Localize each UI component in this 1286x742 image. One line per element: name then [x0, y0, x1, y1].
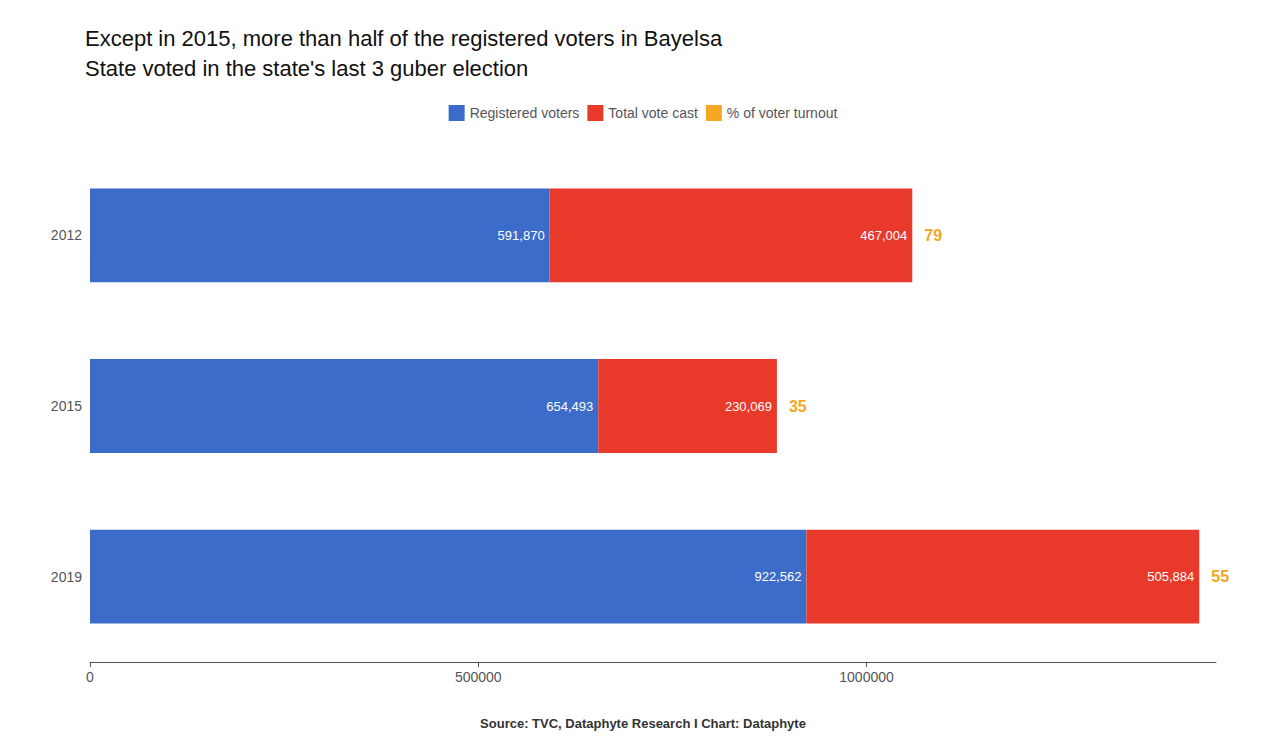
svg-text:79: 79 — [924, 227, 942, 244]
svg-text:% of voter turnout: % of voter turnout — [727, 105, 838, 121]
svg-text:500000: 500000 — [455, 669, 502, 685]
svg-text:591,870: 591,870 — [498, 228, 545, 243]
svg-text:505,884: 505,884 — [1147, 569, 1194, 584]
svg-text:0: 0 — [86, 669, 94, 685]
svg-text:2019: 2019 — [51, 569, 82, 585]
svg-text:922,562: 922,562 — [754, 569, 801, 584]
svg-text:467,004: 467,004 — [860, 228, 907, 243]
svg-text:1000000: 1000000 — [839, 669, 894, 685]
svg-text:55: 55 — [1211, 568, 1229, 585]
svg-text:Except in 2015, more than half: Except in 2015, more than half of the re… — [85, 26, 723, 51]
svg-text:Total vote cast: Total vote cast — [608, 105, 698, 121]
svg-text:Registered voters: Registered voters — [470, 105, 580, 121]
svg-text:State voted in the state's las: State voted in the state's last 3 guber … — [85, 56, 528, 81]
svg-text:2015: 2015 — [51, 398, 82, 414]
svg-text:2012: 2012 — [51, 227, 82, 243]
svg-text:Source: TVC, Dataphyte Researc: Source: TVC, Dataphyte Research I Chart:… — [480, 716, 806, 731]
svg-text:35: 35 — [789, 398, 807, 415]
svg-text:654,493: 654,493 — [546, 399, 593, 414]
svg-text:230,069: 230,069 — [725, 399, 772, 414]
